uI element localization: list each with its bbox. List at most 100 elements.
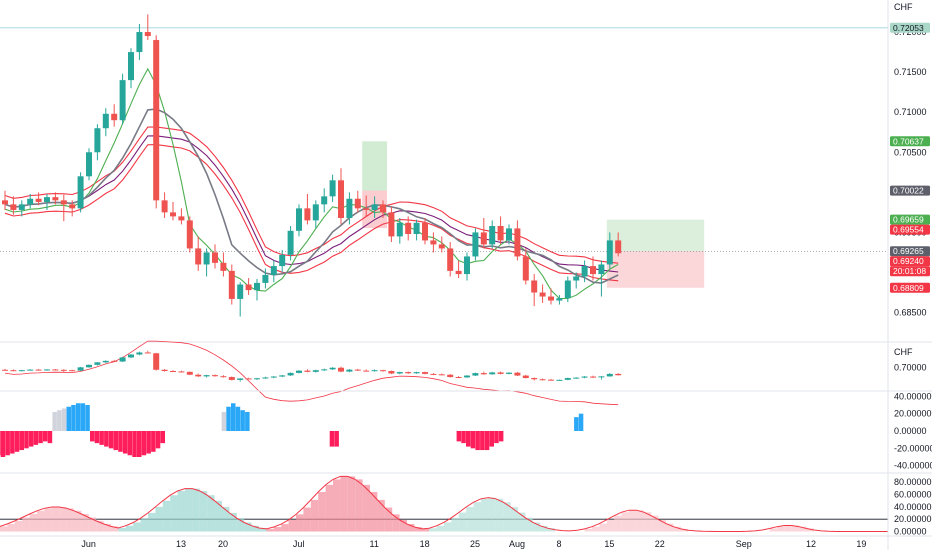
histogram-bar [235, 406, 241, 431]
histogram-bar [99, 431, 104, 445]
oscillator-tick-label: 20.00000 [894, 514, 932, 524]
lower-candle [228, 376, 235, 381]
candle [69, 200, 76, 217]
lower-candle [598, 375, 605, 380]
lower-currency-label: CHF [894, 347, 913, 357]
candle [203, 248, 210, 277]
histogram-bar [33, 431, 39, 445]
time-tick-label: 13 [176, 539, 186, 549]
oscillator-area [444, 522, 452, 532]
candle [455, 260, 462, 279]
histogram-bar [494, 431, 499, 444]
oscillator-area [310, 499, 319, 532]
oscillator-area [37, 510, 45, 532]
candle [548, 288, 554, 305]
lower-candle [321, 368, 328, 372]
position-target-zone[interactable] [606, 219, 705, 252]
candle [111, 104, 118, 127]
time-tick-label: 11 [370, 539, 379, 549]
lower-candle [144, 350, 151, 354]
lower-candle [548, 378, 554, 381]
candle [472, 228, 479, 261]
histogram-bar [226, 406, 231, 431]
oscillator-area [347, 476, 356, 532]
candle [304, 193, 311, 225]
histogram-bar [132, 431, 137, 457]
lower-candle [438, 373, 445, 376]
svg-text:0.72053: 0.72053 [893, 23, 924, 33]
oscillator-area [429, 528, 437, 532]
price-tick-label: 0.68500 [894, 308, 927, 318]
oscillator-area [769, 528, 777, 532]
histogram-bar [470, 431, 476, 449]
lower-candle [161, 368, 168, 372]
oscillator-area [333, 479, 341, 532]
histogram-bar [104, 431, 109, 447]
histogram-bar [480, 431, 485, 451]
candle [522, 248, 529, 285]
oscillator-area [74, 510, 82, 532]
lower-candle [447, 374, 454, 378]
time-tick-label: 18 [420, 539, 430, 549]
histogram-bar [80, 403, 86, 431]
candle [329, 174, 336, 202]
lower-price-pane[interactable]: 0.70000 [0, 340, 932, 406]
lower-candle [388, 370, 395, 375]
histogram-bar [52, 411, 57, 431]
oscillator-area [155, 506, 163, 532]
candle [447, 242, 454, 277]
candle [2, 190, 8, 210]
oscillator-area [340, 476, 348, 532]
histogram-bar [75, 403, 81, 431]
oscillator-area [81, 513, 89, 532]
histogram-bar [240, 410, 245, 431]
oscillator-area [355, 479, 363, 532]
lower-candle [35, 368, 42, 371]
position-stop-zone[interactable] [606, 251, 705, 288]
candle [539, 284, 546, 303]
price-tag: 0.69265 [890, 246, 930, 257]
oscillator-area [680, 528, 689, 532]
histogram-bar [155, 431, 161, 449]
histogram-bar [456, 431, 462, 442]
oscillator-area [259, 528, 267, 532]
lower-candle [203, 374, 210, 378]
oscillator-area [791, 525, 800, 532]
candle [119, 73, 126, 125]
oscillator-area [251, 525, 259, 532]
lower-candle [245, 377, 252, 380]
candle [27, 193, 34, 209]
candle [195, 236, 202, 271]
oscillator-area [44, 508, 52, 532]
lower-candle [262, 376, 269, 379]
candle [220, 252, 227, 277]
oscillator-area [59, 507, 67, 532]
oscillator-area [599, 523, 607, 532]
oscillator-area [273, 527, 282, 532]
oscillator-area [621, 512, 629, 532]
oscillator-area [784, 525, 792, 532]
price-tag: 0.68809 [890, 282, 930, 293]
main-pane[interactable] [0, 14, 888, 317]
oscillator-pane[interactable]: 80.00000 60.00000 40.00000 20.00000 0.00000 [0, 472, 932, 537]
oscillator-area [14, 520, 23, 532]
candle [153, 35, 160, 209]
time-axis[interactable]: Jun 13 20 Jul 11 18 25 Aug 8 15 22 Sep 12 19 [0, 535, 932, 549]
lower-candle [396, 371, 403, 375]
lower-candle [128, 354, 134, 359]
candle [287, 225, 294, 261]
oscillator-area [170, 495, 178, 532]
histogram-bar [10, 431, 15, 454]
histogram-tick-label: 40.00000 [894, 391, 932, 401]
oscillator-area [399, 519, 407, 532]
candle [464, 252, 470, 281]
histogram-bar [334, 431, 339, 447]
time-tick-label: 15 [604, 539, 614, 549]
lower-candle [497, 371, 504, 375]
candle [346, 192, 353, 225]
oscillator-area [510, 507, 518, 532]
price-tag: 20:01:08 [890, 266, 930, 277]
histogram-pane[interactable]: 40.00000 20.00000 0.00000 -20.00000 -40.0000… [0, 390, 932, 471]
histogram-bar [475, 431, 480, 451]
